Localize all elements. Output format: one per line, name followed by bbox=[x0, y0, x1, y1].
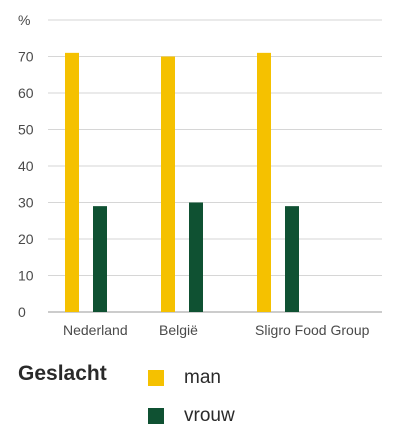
legend-item-man: man bbox=[148, 366, 221, 390]
y-tick-label: 60 bbox=[18, 85, 34, 101]
y-tick-label: 10 bbox=[18, 268, 34, 284]
bar-man bbox=[257, 52, 271, 312]
y-tick-label: 70 bbox=[18, 49, 34, 65]
y-tick-label: 40 bbox=[18, 158, 34, 174]
x-category-label: Sligro Food Group bbox=[255, 322, 370, 338]
bar-man bbox=[161, 56, 175, 312]
legend-label-man: man bbox=[184, 367, 221, 388]
x-category-label: Nederland bbox=[63, 322, 128, 338]
bar-vrouw bbox=[189, 202, 203, 312]
legend: Geslacht man vrouw bbox=[18, 360, 388, 440]
x-axis-labels: Nederland België Sligro Food Group bbox=[63, 322, 370, 338]
y-tick-label: 50 bbox=[18, 122, 34, 138]
bar-vrouw bbox=[285, 206, 299, 312]
bars bbox=[65, 52, 299, 312]
y-tick-label: 30 bbox=[18, 195, 34, 211]
y-axis-ticks: 0 10 20 30 40 50 60 70 bbox=[18, 49, 34, 321]
legend-label-vrouw: vrouw bbox=[184, 405, 235, 426]
bar-man bbox=[65, 52, 79, 312]
x-category-label: België bbox=[159, 322, 198, 338]
y-tick-label: 20 bbox=[18, 231, 34, 247]
y-axis-unit-label: % bbox=[18, 12, 30, 28]
legend-swatch-man bbox=[148, 370, 164, 386]
bar-chart: 0 10 20 30 40 50 60 70 % Nederland België Sligro … bbox=[18, 12, 382, 338]
legend-swatch-vrouw bbox=[148, 408, 164, 424]
y-tick-label: 0 bbox=[18, 304, 26, 320]
bar-vrouw bbox=[93, 206, 107, 312]
legend-title: Geslacht bbox=[18, 362, 107, 385]
legend-item-vrouw: vrouw bbox=[148, 404, 235, 428]
